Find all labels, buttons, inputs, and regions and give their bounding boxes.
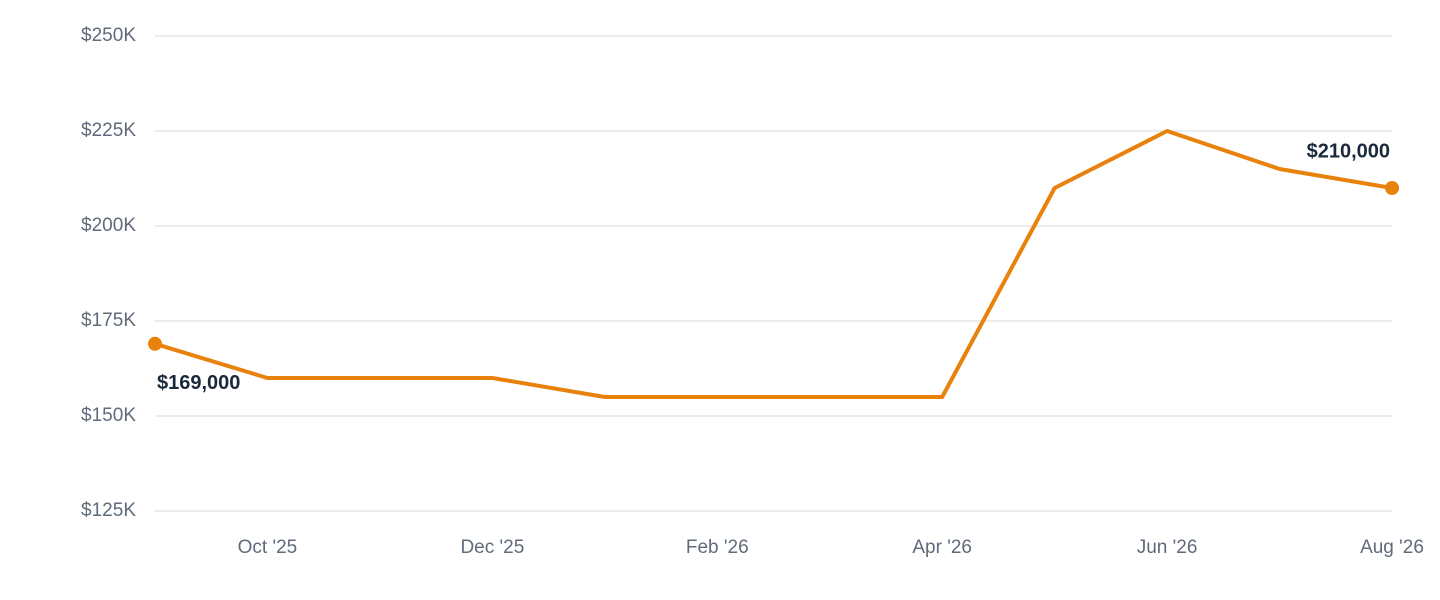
value-label: $210,000 — [1307, 140, 1390, 162]
y-tick-label: $200K — [81, 215, 136, 236]
x-tick-label: Jun '26 — [1137, 537, 1198, 558]
x-tick-label: Aug '26 — [1360, 537, 1424, 558]
x-tick-label: Apr '26 — [912, 537, 972, 558]
x-tick-label: Oct '25 — [238, 537, 298, 558]
y-tick-label: $125K — [81, 500, 136, 521]
y-tick-label: $150K — [81, 405, 136, 426]
line — [154, 129, 1393, 399]
x-tick-label: Dec '25 — [460, 537, 524, 558]
y-tick-label: $175K — [81, 310, 136, 331]
y-tick-label: $225K — [81, 120, 136, 141]
x-tick-label: Feb '26 — [686, 537, 749, 558]
point — [148, 336, 162, 351]
y-tick-label: $250K — [81, 25, 136, 46]
value-label: $169,000 — [157, 372, 240, 394]
point — [1385, 181, 1399, 195]
